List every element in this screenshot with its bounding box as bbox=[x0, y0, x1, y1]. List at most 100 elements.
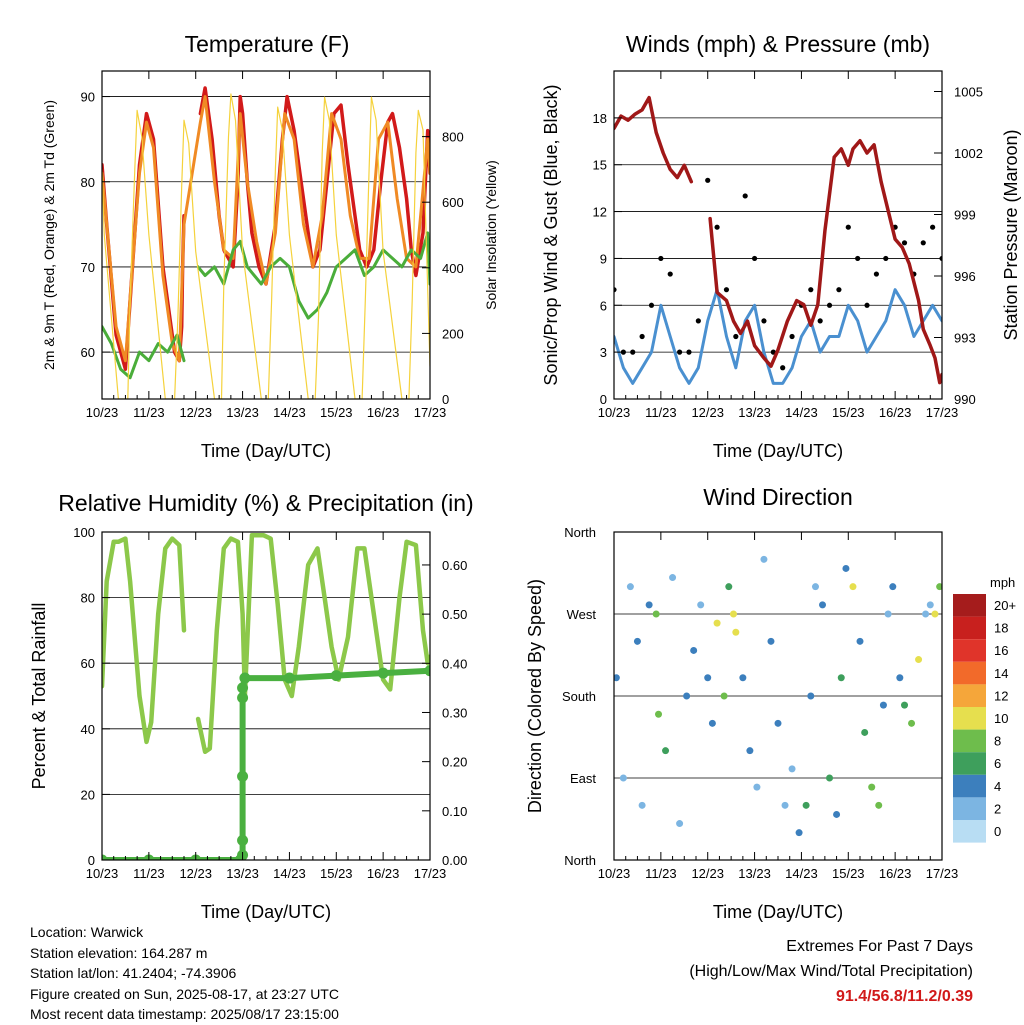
gust-point bbox=[686, 349, 692, 355]
x-tick-label: 17/23 bbox=[414, 866, 447, 881]
gust-point bbox=[705, 177, 711, 183]
direction-point bbox=[739, 674, 747, 682]
direction-point bbox=[767, 637, 775, 645]
x-tick-label: 10/23 bbox=[598, 405, 631, 420]
x-tick-label: 13/23 bbox=[226, 866, 259, 881]
x-tick-label: 14/23 bbox=[785, 866, 818, 881]
x-axis-label: Time (Day/UTC) bbox=[201, 441, 331, 461]
x-tick-label: 12/23 bbox=[179, 405, 212, 420]
chart-title: Winds (mph) & Pressure (mb) bbox=[626, 31, 930, 57]
gust-point bbox=[639, 333, 645, 340]
gust-point bbox=[873, 271, 880, 277]
direction-point bbox=[697, 601, 705, 609]
y-tick-label: 90 bbox=[81, 90, 95, 105]
legend-label: 0 bbox=[994, 824, 1001, 839]
direction-point bbox=[837, 674, 845, 682]
gust-point bbox=[761, 318, 767, 324]
y2-tick-label: 800 bbox=[442, 130, 464, 145]
direction-point bbox=[788, 765, 796, 773]
y-tick-label: 60 bbox=[81, 656, 95, 671]
legend-swatch bbox=[953, 616, 986, 640]
y2-tick-label: 1002 bbox=[954, 146, 983, 161]
y-tick-label: 15 bbox=[593, 158, 607, 173]
precip-point bbox=[283, 672, 295, 684]
series-line-2m-td bbox=[102, 231, 430, 380]
legend-swatch bbox=[953, 729, 986, 753]
legend-swatch bbox=[953, 639, 986, 662]
precip-point bbox=[237, 834, 249, 846]
direction-point bbox=[811, 583, 819, 591]
x-tick-label: 12/23 bbox=[179, 866, 212, 881]
direction-point bbox=[849, 583, 857, 591]
direction-point bbox=[614, 674, 620, 682]
direction-point bbox=[708, 719, 716, 727]
y2-tick-label: 0.40 bbox=[442, 656, 467, 671]
legend-label: 20+ bbox=[994, 598, 1016, 613]
x-tick-label: 12/23 bbox=[691, 866, 724, 881]
gust-point bbox=[920, 240, 926, 246]
direction-point bbox=[889, 583, 897, 591]
x-tick-label: 15/23 bbox=[320, 405, 353, 420]
y2-tick-label: 1005 bbox=[954, 85, 983, 100]
direction-point bbox=[753, 783, 761, 791]
direction-point bbox=[856, 637, 864, 645]
precip-point bbox=[377, 667, 389, 679]
x-tick-label: 15/23 bbox=[320, 866, 353, 881]
direction-point bbox=[645, 601, 653, 609]
extremes-values: 91.4/56.8/11.2/0.39 bbox=[835, 988, 973, 1005]
precip-point bbox=[330, 670, 342, 682]
direction-point bbox=[819, 601, 827, 609]
gust-point bbox=[677, 349, 683, 355]
x-tick-label: 17/23 bbox=[926, 866, 959, 881]
direction-point bbox=[626, 583, 634, 591]
gust-point bbox=[817, 318, 823, 324]
direction-point bbox=[638, 801, 646, 809]
recent-data-text: Most recent data timestamp: 2025/08/17 2… bbox=[30, 1006, 339, 1022]
legend-label: 14 bbox=[994, 666, 1008, 681]
direction-point bbox=[652, 610, 660, 618]
direction-point bbox=[676, 820, 684, 828]
location-text: Location: Warwick bbox=[30, 924, 144, 940]
gust-point bbox=[630, 349, 636, 355]
gust-point bbox=[826, 302, 833, 308]
legend-swatch bbox=[953, 684, 986, 707]
precip-point bbox=[424, 665, 430, 677]
y-tick-label: 3 bbox=[600, 345, 607, 360]
x-tick-label: 16/23 bbox=[879, 866, 912, 881]
y-tick-label: 6 bbox=[600, 298, 607, 313]
plot-area bbox=[614, 555, 942, 837]
direction-point bbox=[655, 710, 663, 718]
x-tick-label: 10/23 bbox=[86, 405, 119, 420]
gust-point bbox=[836, 287, 842, 293]
x-tick-label: 11/23 bbox=[645, 866, 677, 881]
y2-tick-label: 999 bbox=[954, 208, 976, 223]
gust-point bbox=[733, 333, 739, 340]
legend-label: 16 bbox=[994, 643, 1008, 658]
y-tick-label: 20 bbox=[81, 787, 95, 802]
gust-point bbox=[714, 224, 720, 230]
legend-label: 8 bbox=[994, 734, 1001, 749]
y-tick-label: 0 bbox=[600, 392, 607, 407]
direction-point bbox=[879, 701, 887, 709]
station-info: Location: Warwick Station elevation: 164… bbox=[30, 922, 339, 1025]
x-tick-label: 15/23 bbox=[832, 405, 865, 420]
gust-point bbox=[845, 224, 851, 230]
panel-humidity: Relative Humidity (%) & Precipitation (i… bbox=[29, 490, 474, 922]
x-tick-label: 14/23 bbox=[785, 405, 818, 420]
gust-point bbox=[930, 224, 936, 230]
legend-swatch bbox=[953, 752, 986, 775]
chart-title: Relative Humidity (%) & Precipitation (i… bbox=[58, 490, 473, 516]
direction-point bbox=[896, 674, 904, 682]
direction-point bbox=[807, 692, 815, 700]
direction-point bbox=[729, 610, 737, 618]
direction-point bbox=[720, 692, 728, 700]
gust-point bbox=[883, 255, 889, 262]
extremes-subtitle: (High/Low/Max Wind/Total Precipitation) bbox=[689, 963, 973, 980]
y2-tick-label: 0.50 bbox=[442, 607, 467, 622]
y-tick-label: 80 bbox=[81, 175, 95, 190]
x-tick-label: 13/23 bbox=[738, 866, 771, 881]
legend-label: 2 bbox=[994, 801, 1001, 816]
x-tick-label: 10/23 bbox=[598, 866, 631, 881]
gust-point bbox=[901, 240, 908, 246]
x-axis-label: Time (Day/UTC) bbox=[713, 902, 843, 922]
